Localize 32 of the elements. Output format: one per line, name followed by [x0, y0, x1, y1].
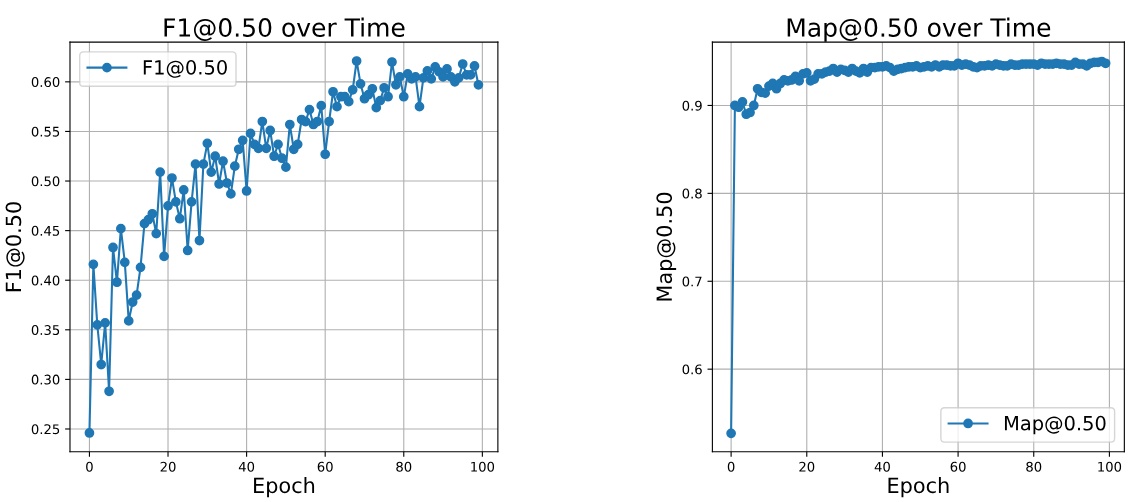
x-tick-label: 60: [317, 461, 333, 472]
chart-title: F1@0.50 over Time: [164, 17, 405, 41]
y-tick-label: 0.50: [31, 176, 60, 187]
legend-label: Map@0.50: [1004, 415, 1106, 435]
x-tick-label: 20: [160, 461, 176, 472]
x-tick-label: 80: [1026, 461, 1042, 472]
x-tick-label: 40: [874, 461, 890, 472]
y-tick-label: 0.40: [31, 275, 60, 286]
y-tick-label: 0.55: [31, 126, 60, 137]
x-axis-title: Epoch: [254, 477, 315, 498]
x-tick-label: 100: [471, 461, 495, 472]
x-tick-label: 60: [950, 461, 966, 472]
y-tick-label: 0.30: [31, 374, 60, 385]
y-tick-label: 0.9: [682, 100, 702, 111]
x-tick-label: 100: [1098, 461, 1122, 472]
x-tick-label: 0: [727, 461, 735, 472]
y-tick-label: 0.25: [31, 424, 60, 435]
x-tick-label: 40: [238, 461, 255, 472]
legend-label: F1@0.50: [143, 60, 227, 78]
x-tick-label: 0: [86, 461, 93, 472]
chart-title: Map@0.50 over Time: [787, 17, 1051, 42]
y-tick-label: 0.8: [682, 188, 702, 199]
y-tick-label: 0.45: [31, 225, 60, 236]
x-axis-title: Epoch: [888, 477, 949, 498]
y-tick-label: 0.7: [682, 276, 702, 287]
y-tick-label: 0.6: [682, 364, 702, 375]
y-axis-title: F1@0.50: [5, 202, 25, 292]
y-tick-label: 0.60: [31, 77, 60, 88]
y-tick-label: 0.35: [31, 325, 60, 335]
y-axis-title: Map@0.50: [656, 192, 677, 301]
x-tick-label: 80: [396, 461, 412, 472]
x-tick-label: 20: [799, 461, 815, 472]
